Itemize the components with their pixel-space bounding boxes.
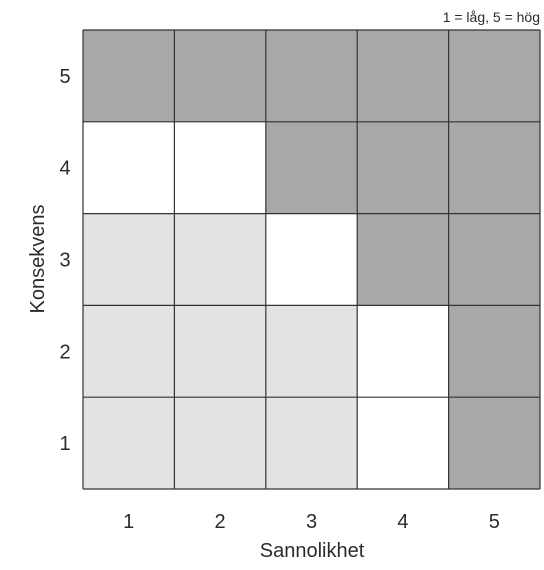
matrix-cell-low (83, 305, 175, 398)
y-tick-label: 3 (59, 250, 70, 272)
matrix-cell-low (174, 213, 266, 306)
matrix-cell-low (83, 397, 175, 489)
x-tick-label: 4 (397, 511, 408, 533)
x-tick-label: 2 (215, 511, 226, 533)
tick-labels: 1 2 3 4 5 1 2 3 4 5 (59, 66, 499, 533)
grid-lines (82, 29, 541, 490)
matrix-cell-high (174, 30, 266, 122)
matrix-cell-high (448, 121, 540, 214)
matrix-cell-medium (357, 397, 449, 489)
x-tick-label: 3 (306, 511, 317, 533)
matrix-cell-high (357, 30, 449, 122)
x-tick-label: 1 (123, 511, 134, 533)
matrix-cell-medium (265, 213, 358, 306)
x-axis-label: Sannolikhet (260, 540, 365, 562)
matrix-cell-high (83, 30, 175, 122)
matrix-cell-high (448, 305, 540, 398)
matrix-cell-high (265, 121, 358, 214)
matrix-cell-low (265, 305, 358, 398)
matrix-cell-low (174, 305, 266, 398)
matrix-cell-low (174, 397, 266, 489)
matrix-cell-high (265, 30, 358, 122)
matrix-cell-low (83, 213, 175, 306)
y-tick-label: 4 (59, 158, 70, 180)
matrix-cell-low (265, 397, 358, 489)
y-tick-label: 1 (59, 433, 70, 455)
matrix-cell-high (357, 213, 449, 306)
matrix-cell-high (357, 121, 449, 214)
y-axis-label: Konsekvens (27, 205, 49, 314)
matrix-cell-high (448, 213, 540, 306)
matrix-cell-high (448, 30, 540, 122)
y-tick-label: 5 (59, 66, 70, 88)
scale-note: 1 = låg, 5 = hög (443, 9, 540, 25)
matrix-cell-high (448, 397, 540, 489)
matrix-cell-medium (357, 305, 449, 398)
matrix-cell-medium (83, 121, 175, 214)
y-tick-label: 2 (59, 341, 70, 363)
matrix-cell-medium (174, 121, 266, 214)
cells-layer (83, 30, 540, 489)
x-tick-label: 5 (489, 511, 500, 533)
